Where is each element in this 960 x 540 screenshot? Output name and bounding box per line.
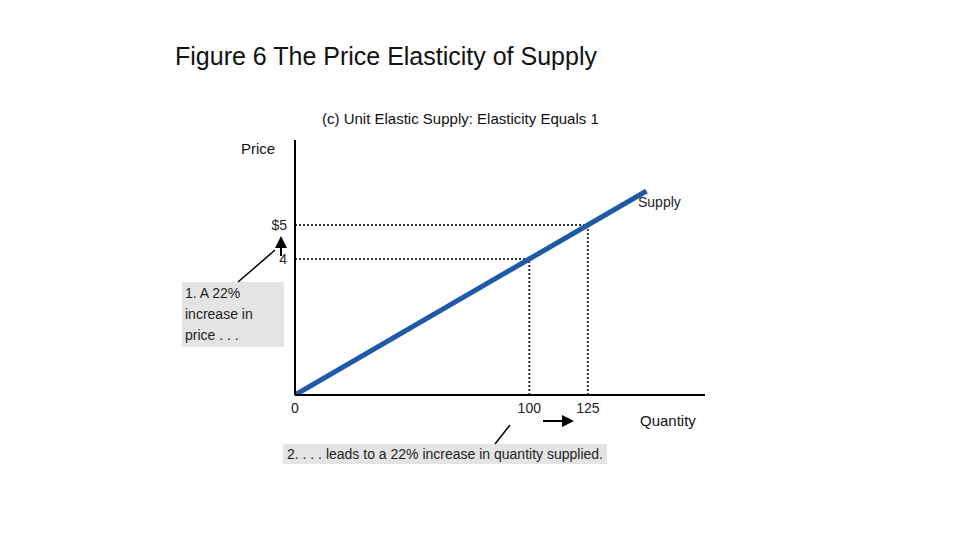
svg-text:$5: $5 (271, 217, 287, 233)
html-text:Price: Price (241, 140, 276, 157)
svg-text:4: 4 (279, 251, 287, 267)
html-text:Figure 6 The Price Elasticity: Figure 6 The Price Elasticity of Supply (175, 42, 597, 70)
html-text:Quantity: Quantity (640, 412, 696, 429)
html-text:(c) Unit Elastic Supply: Elast: (c) Unit Elastic Supply: Elasticity Equa… (322, 110, 599, 127)
html-text:Supply: Supply (638, 194, 681, 210)
svg-text:125: 125 (576, 400, 600, 416)
svg-text:100: 100 (518, 400, 542, 416)
html-text:2. . . . leads to a 22% increa: 2. . . . leads to a 22% increase in quan… (287, 446, 603, 462)
html-text:1. A 22% increase in price . .: 1. A 22% increase in price . . . (185, 285, 253, 343)
svg-text:0: 0 (291, 400, 299, 416)
